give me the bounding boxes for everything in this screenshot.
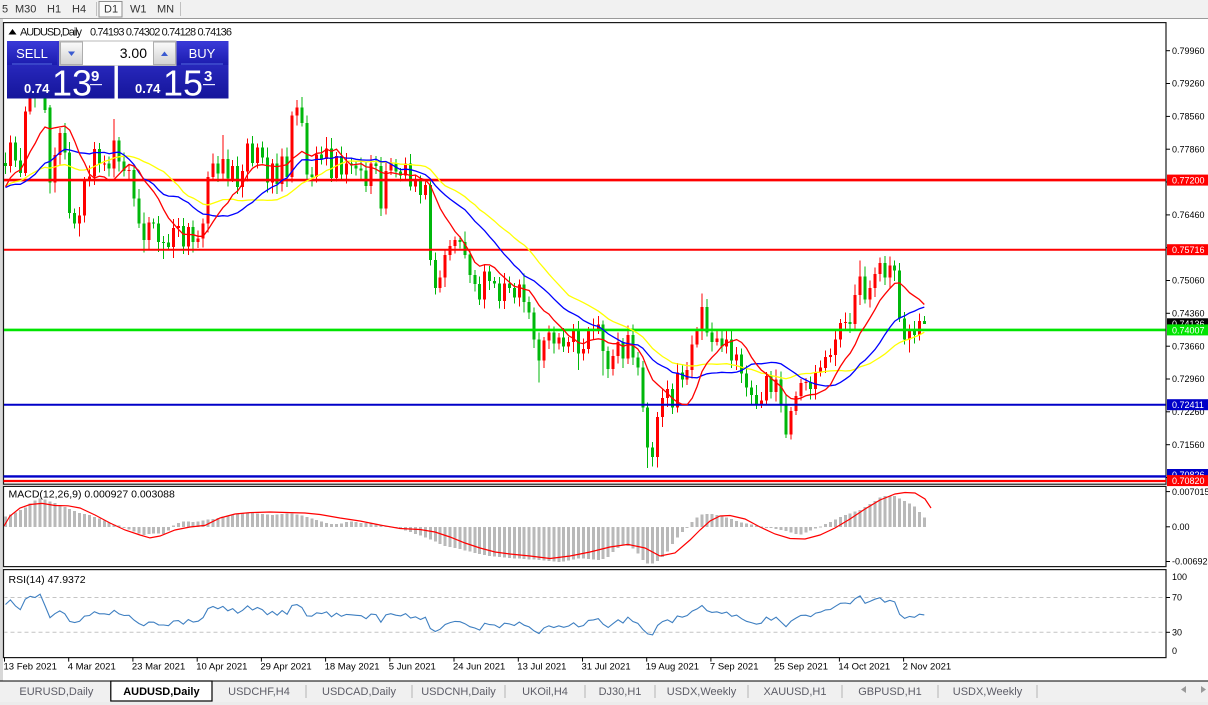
- svg-text:9: 9: [91, 68, 99, 85]
- svg-text:23 Mar 2021: 23 Mar 2021: [132, 662, 185, 673]
- svg-text:USDX,Weekly: USDX,Weekly: [667, 686, 737, 698]
- svg-text:7 Sep 2021: 7 Sep 2021: [710, 662, 759, 673]
- svg-text:13 Feb 2021: 13 Feb 2021: [4, 662, 57, 673]
- svg-text:AUDUSD,Daily: AUDUSD,Daily: [20, 27, 83, 39]
- svg-text:24 Jun 2021: 24 Jun 2021: [453, 662, 505, 673]
- svg-text:0.74007: 0.74007: [1172, 325, 1205, 335]
- svg-text:0.74: 0.74: [135, 81, 161, 96]
- svg-text:2 Nov 2021: 2 Nov 2021: [903, 662, 952, 673]
- svg-text:0.75060: 0.75060: [1172, 276, 1205, 286]
- svg-text:0.70820: 0.70820: [1172, 476, 1205, 486]
- svg-text:18 May 2021: 18 May 2021: [325, 662, 380, 673]
- svg-text:0.71560: 0.71560: [1172, 440, 1205, 450]
- svg-text:10 Apr 2021: 10 Apr 2021: [196, 662, 247, 673]
- svg-text:3: 3: [204, 68, 212, 85]
- svg-text:5 Jun 2021: 5 Jun 2021: [389, 662, 436, 673]
- svg-text:25 Sep 2021: 25 Sep 2021: [774, 662, 828, 673]
- svg-text:13 Jul 2021: 13 Jul 2021: [517, 662, 566, 673]
- svg-text:4 Mar 2021: 4 Mar 2021: [68, 662, 116, 673]
- svg-text:W1: W1: [130, 4, 147, 16]
- svg-text:13: 13: [52, 63, 92, 104]
- svg-text:UKOil,H4: UKOil,H4: [522, 686, 568, 698]
- svg-text:0.00: 0.00: [1172, 522, 1190, 532]
- svg-text:0.74193 0.74302 0.74128 0.7413: 0.74193 0.74302 0.74128 0.74136: [90, 27, 232, 39]
- svg-text:USDCAD,Daily: USDCAD,Daily: [322, 686, 396, 698]
- svg-text:XAUUSD,H1: XAUUSD,H1: [764, 686, 827, 698]
- svg-text:0.74360: 0.74360: [1172, 309, 1205, 319]
- svg-text:0.72960: 0.72960: [1172, 374, 1205, 384]
- svg-text:H1: H1: [47, 4, 61, 16]
- svg-text:19 Aug 2021: 19 Aug 2021: [646, 662, 699, 673]
- svg-text:EURUSD,Daily: EURUSD,Daily: [19, 686, 93, 698]
- svg-text:0.74136: 0.74136: [1172, 319, 1205, 329]
- svg-text:29 Apr 2021: 29 Apr 2021: [260, 662, 311, 673]
- svg-text:M30: M30: [15, 4, 36, 16]
- svg-text:15: 15: [163, 63, 203, 104]
- svg-text:BUY: BUY: [189, 46, 216, 61]
- svg-text:DJ30,H1: DJ30,H1: [599, 686, 642, 698]
- svg-text:0.73660: 0.73660: [1172, 341, 1205, 351]
- svg-text:0: 0: [1172, 646, 1177, 656]
- svg-text:0.74: 0.74: [24, 81, 50, 96]
- svg-text:MN: MN: [157, 4, 174, 16]
- svg-text:-0.006923: -0.006923: [1172, 557, 1208, 567]
- svg-text:0.72411: 0.72411: [1172, 400, 1204, 410]
- svg-text:0.007015: 0.007015: [1172, 487, 1208, 497]
- svg-text:100: 100: [1172, 572, 1187, 582]
- svg-text:GBPUSD,H1: GBPUSD,H1: [858, 686, 922, 698]
- svg-text:0.79260: 0.79260: [1172, 79, 1205, 89]
- svg-text:5: 5: [2, 4, 8, 16]
- svg-text:USDX,Weekly: USDX,Weekly: [953, 686, 1023, 698]
- svg-text:H4: H4: [72, 4, 86, 16]
- svg-text:RSI(14) 47.9372: RSI(14) 47.9372: [9, 574, 86, 586]
- svg-text:31 Jul 2021: 31 Jul 2021: [582, 662, 631, 673]
- svg-text:0.76460: 0.76460: [1172, 210, 1205, 220]
- svg-text:0.77860: 0.77860: [1172, 144, 1205, 154]
- svg-text:0.77200: 0.77200: [1172, 176, 1205, 186]
- svg-text:USDCHF,H4: USDCHF,H4: [228, 686, 290, 698]
- svg-text:AUDUSD,Daily: AUDUSD,Daily: [123, 686, 200, 698]
- svg-text:0.75716: 0.75716: [1172, 245, 1205, 255]
- svg-text:SELL: SELL: [16, 46, 48, 61]
- svg-text:USDCNH,Daily: USDCNH,Daily: [421, 686, 496, 698]
- svg-text:0.72260: 0.72260: [1172, 407, 1205, 417]
- svg-text:D1: D1: [104, 4, 118, 16]
- svg-text:0.79960: 0.79960: [1172, 46, 1205, 56]
- svg-text:70: 70: [1172, 593, 1182, 603]
- svg-text:MACD(12,26,9) 0.000927 0.00308: MACD(12,26,9) 0.000927 0.003088: [9, 489, 176, 501]
- svg-text:0.70826: 0.70826: [1172, 470, 1205, 480]
- svg-text:30: 30: [1172, 628, 1182, 638]
- svg-text:0.78560: 0.78560: [1172, 112, 1205, 122]
- svg-text:3.00: 3.00: [120, 45, 147, 61]
- svg-text:14 Oct 2021: 14 Oct 2021: [838, 662, 890, 673]
